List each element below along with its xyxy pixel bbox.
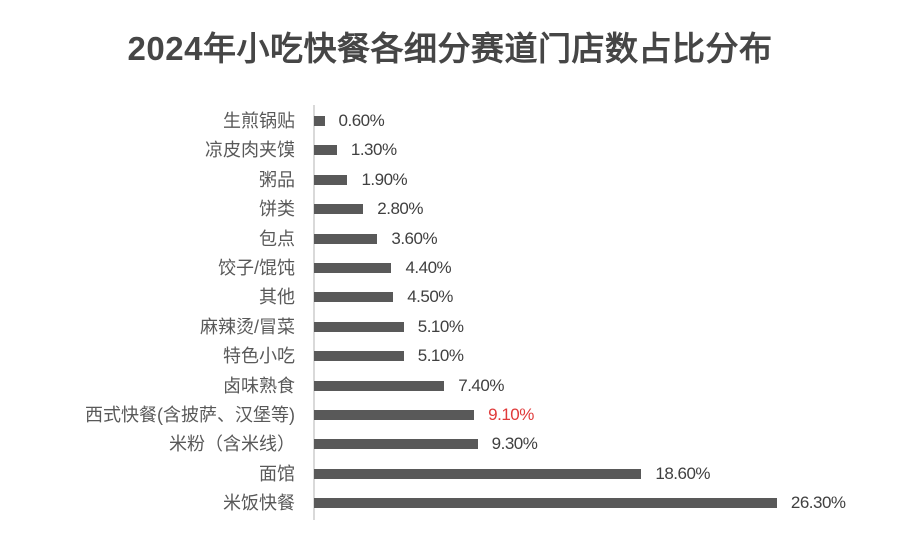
bar — [314, 263, 392, 273]
value-label: 2.80% — [377, 199, 423, 219]
value-label: 3.60% — [391, 228, 438, 248]
category-label: 粥品 — [259, 169, 295, 190]
bar — [314, 410, 475, 420]
category-label: 面馆 — [259, 463, 295, 484]
category-label: 包点 — [259, 228, 295, 249]
bar — [314, 116, 325, 126]
value-label: 1.90% — [361, 169, 408, 189]
value-label-highlighted: 9.10% — [488, 405, 534, 424]
bar-row: 饺子/馄饨 4.40% — [0, 256, 900, 280]
bar-row: 米饭快餐 26.30% — [0, 491, 900, 515]
category-label: 麻辣烫/冒菜 — [199, 316, 295, 337]
value-label: 9.30% — [491, 434, 538, 454]
value-label: 1.30% — [350, 140, 397, 160]
bar — [314, 351, 404, 362]
bar — [314, 439, 478, 450]
value-label: 26.30% — [790, 493, 846, 513]
category-label: 其他 — [259, 287, 295, 308]
value-label: 4.50% — [407, 287, 453, 307]
bar — [314, 468, 642, 479]
bar-row: 饼类 2.80% — [0, 197, 900, 221]
value-label: 0.60% — [338, 111, 385, 130]
bar — [314, 204, 364, 215]
category-axis-line — [313, 105, 315, 520]
value-label: 7.40% — [458, 375, 504, 395]
bar-row: 西式快餐(含披萨、汉堡等) 9.10% — [0, 403, 900, 427]
chart-title: 2024年小吃快餐各细分赛道门店数占比分布 — [127, 30, 773, 67]
bar-row: 麻辣烫/冒菜 5.10% — [0, 315, 900, 339]
bar-row: 其他 4.50% — [0, 285, 900, 309]
category-label: 米饭快餐 — [223, 493, 295, 514]
category-label: 米粉（含米线） — [169, 434, 295, 455]
category-label: 饺子/馄饨 — [217, 258, 295, 278]
bar-row: 凉皮肉夹馍 1.30% — [0, 138, 900, 162]
category-label: 特色小吃 — [223, 346, 295, 367]
bar — [314, 233, 378, 244]
bar-row: 生煎锅贴 0.60% — [0, 109, 900, 133]
value-label: 18.60% — [655, 463, 711, 483]
bar — [314, 145, 337, 156]
bar-row: 米粉（含米线） 9.30% — [0, 432, 900, 456]
value-label: 5.10% — [417, 316, 464, 336]
category-label: 卤味熟食 — [223, 375, 295, 396]
bar-row: 粥品 1.90% — [0, 168, 900, 192]
category-label: 凉皮肉夹馍 — [205, 140, 295, 161]
bar-row: 面馆 18.60% — [0, 462, 900, 486]
bar-row: 包点 3.60% — [0, 227, 900, 251]
value-label: 5.10% — [417, 346, 464, 366]
value-label: 4.40% — [405, 258, 452, 277]
bar — [314, 380, 445, 391]
bar — [314, 498, 777, 509]
bar — [314, 174, 348, 185]
bar — [314, 321, 404, 332]
category-label: 生煎锅贴 — [223, 111, 295, 131]
bar-row: 卤味熟食 7.40% — [0, 374, 900, 398]
category-label: 饼类 — [259, 199, 295, 220]
category-label: 西式快餐(含披萨、汉堡等) — [85, 405, 295, 425]
bar — [314, 292, 394, 303]
bar-row: 特色小吃 5.10% — [0, 344, 900, 368]
